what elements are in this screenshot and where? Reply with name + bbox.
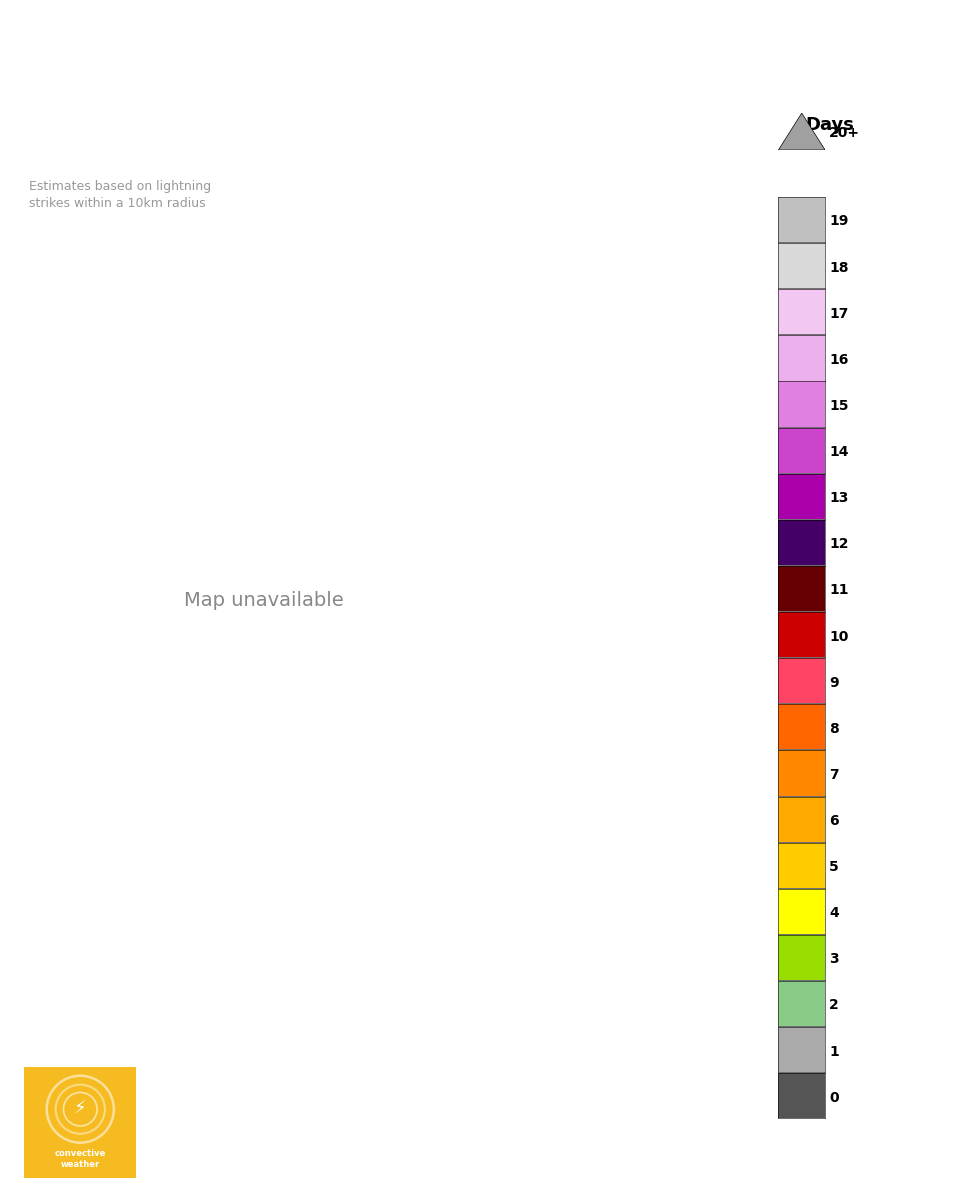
Text: convective
weather: convective weather bbox=[54, 1148, 106, 1169]
Text: 20+: 20+ bbox=[829, 126, 860, 140]
Text: ⚡: ⚡ bbox=[74, 1099, 87, 1117]
Text: 0: 0 bbox=[829, 1091, 839, 1105]
Text: 18: 18 bbox=[829, 260, 848, 275]
Text: 1: 1 bbox=[829, 1044, 839, 1058]
Polygon shape bbox=[778, 113, 825, 150]
Text: 7: 7 bbox=[829, 768, 839, 782]
FancyBboxPatch shape bbox=[18, 1060, 143, 1186]
Text: 9: 9 bbox=[829, 676, 839, 690]
Text: Days: Days bbox=[806, 115, 854, 133]
Text: 14: 14 bbox=[829, 445, 848, 460]
Text: 2: 2 bbox=[829, 998, 839, 1013]
Text: 11: 11 bbox=[829, 583, 848, 598]
Text: 5: 5 bbox=[829, 860, 839, 874]
Text: 3: 3 bbox=[829, 953, 839, 966]
Text: 4: 4 bbox=[829, 906, 839, 920]
Text: 10: 10 bbox=[829, 630, 848, 643]
Text: 13: 13 bbox=[829, 491, 848, 505]
Text: 16: 16 bbox=[829, 353, 848, 367]
Text: 6: 6 bbox=[829, 814, 839, 828]
Text: Map unavailable: Map unavailable bbox=[184, 590, 343, 610]
Text: 12: 12 bbox=[829, 538, 848, 551]
Text: 8: 8 bbox=[829, 721, 839, 736]
Text: Estimates based on lightning
strikes within a 10km radius: Estimates based on lightning strikes wit… bbox=[29, 180, 211, 210]
Text: 01 JAN – 31 DEC 2023: 01 JAN – 31 DEC 2023 bbox=[38, 125, 405, 154]
Text: 15: 15 bbox=[829, 398, 848, 413]
Text: DAYS OF THUNDER: DAYS OF THUNDER bbox=[38, 37, 479, 79]
Text: 19: 19 bbox=[829, 215, 848, 228]
Text: 17: 17 bbox=[829, 307, 848, 320]
